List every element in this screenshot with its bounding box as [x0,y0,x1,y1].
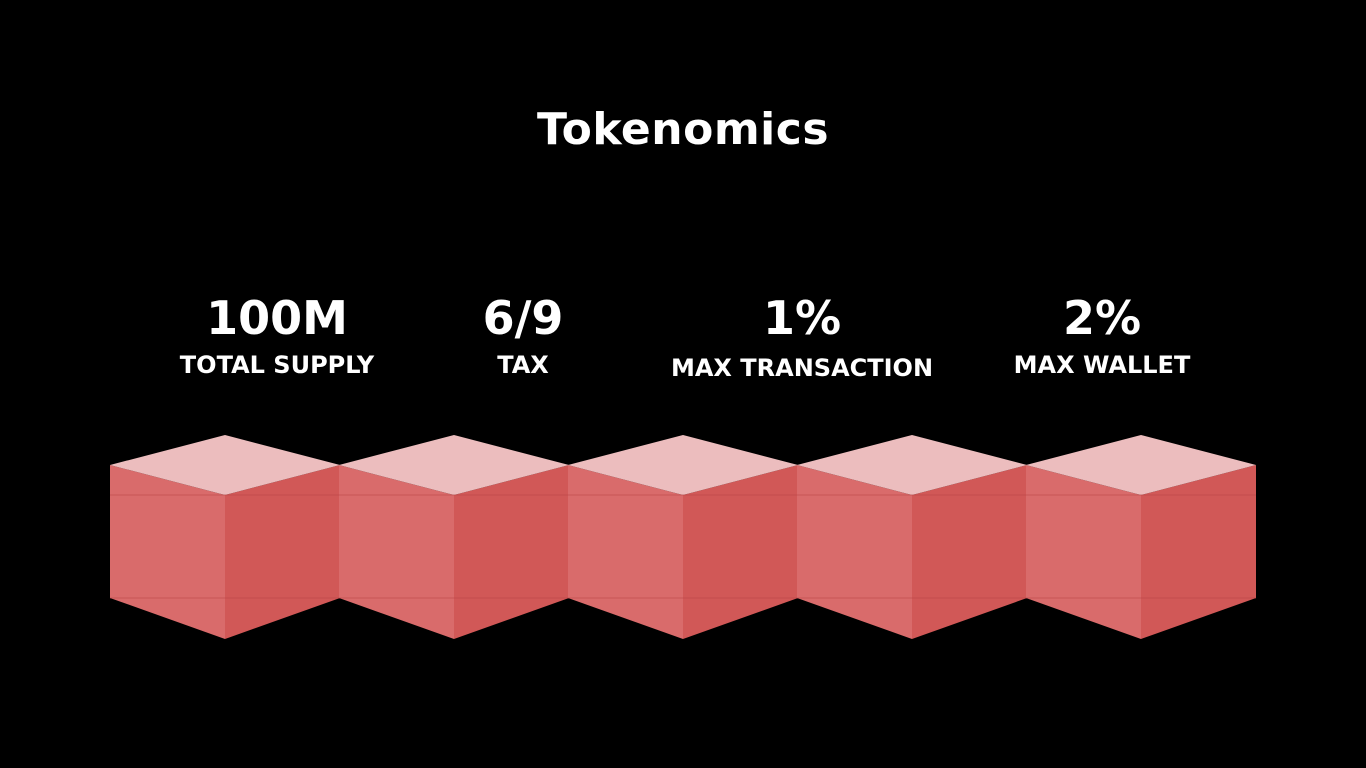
stat-label: TOTAL SUPPLY [179,351,375,379]
cube-left-face [797,465,912,639]
stat-value: 6/9 [482,291,564,345]
cube-left-face [1026,465,1141,639]
cube-top-face [1026,435,1256,495]
stat-value: 1% [762,291,842,345]
cube-right-face [454,465,569,639]
cube-top-face [110,435,340,495]
stat-value: 100M [206,291,348,345]
cube-left-face [110,465,225,639]
cube-top-face [797,435,1027,495]
stat-label: TAX [497,351,549,379]
stat-label: MAX WALLET [1013,351,1191,379]
stat-value: 2% [1062,291,1142,345]
stat-max-transaction: 1% MAX TRANSACTION [642,290,962,383]
cube-left-face [339,465,454,639]
cube-left-face [568,465,683,639]
cube-right-face [912,465,1027,639]
stat-total-supply: 100M TOTAL SUPPLY [117,290,437,380]
cube-right-face [225,465,340,639]
cube-top-face [339,435,569,495]
cube-top-face [568,435,798,495]
stat-max-wallet: 2% MAX WALLET [942,290,1262,380]
stat-label: MAX TRANSACTION [670,354,934,382]
stat-tax: 6/9 TAX [363,290,683,380]
page-title: Tokenomics [536,104,830,155]
cube-right-face [1141,465,1256,639]
cube-right-face [683,465,798,639]
